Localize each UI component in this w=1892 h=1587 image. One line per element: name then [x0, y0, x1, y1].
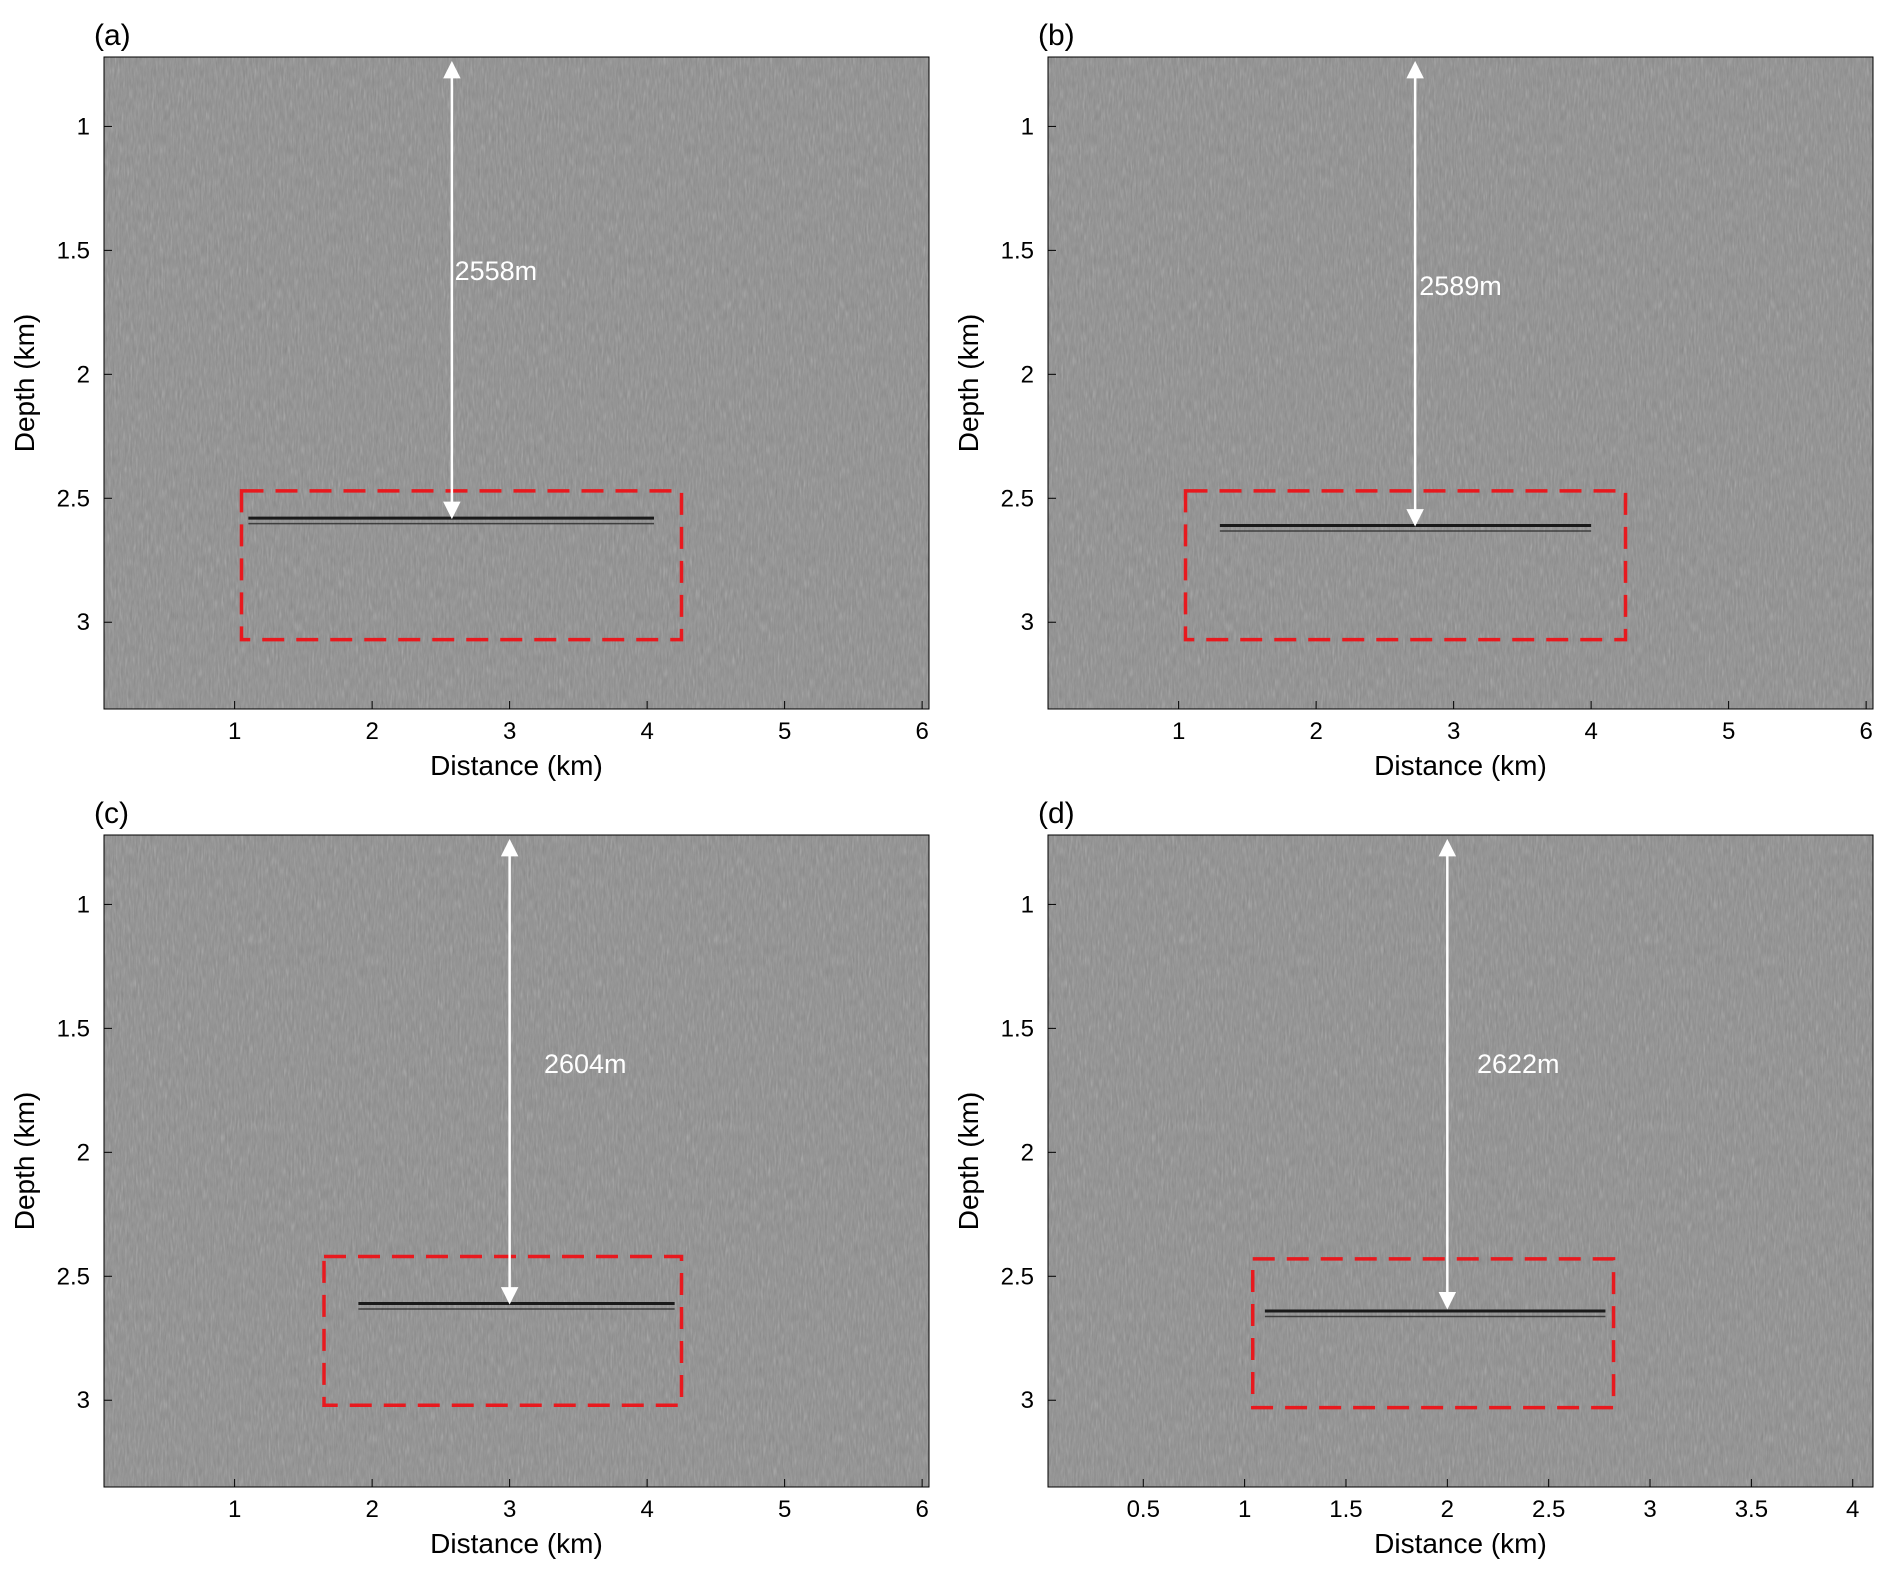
y-tick-label: 2: [77, 1139, 90, 1166]
x-tick-label: 2: [1309, 718, 1322, 745]
y-tick-label: 2: [77, 361, 90, 388]
y-tick-label: 2.5: [57, 1263, 90, 1290]
x-tick-label: 1: [228, 718, 241, 745]
panel-label: (a): [94, 19, 131, 52]
x-axis-label: Distance (km): [430, 750, 603, 781]
panel-1: (a) 2558m 1 2 3 4 5 6 1 1.5 2 2.5 3 Distance (km) Dept…: [9, 19, 930, 781]
x-tick-label: 1: [228, 1496, 241, 1523]
x-tick-label: 5: [1722, 718, 1735, 745]
depth-annotation: 2558m: [455, 256, 538, 286]
y-tick-label: 3: [77, 1387, 90, 1414]
dashed-box: [1183, 489, 1628, 642]
seismic-texture: [1048, 57, 1873, 709]
x-tick-label: 0.5: [1127, 1496, 1160, 1523]
dashed-box: [1250, 1257, 1616, 1410]
x-tick-label: 6: [915, 1496, 928, 1523]
depth-annotation: 2622m: [1477, 1049, 1560, 1079]
y-tick-label: 1.5: [1001, 1015, 1034, 1042]
x-tick-label: 1.5: [1329, 1496, 1362, 1523]
y-axis-label: Depth (km): [953, 314, 984, 452]
x-tick-label: 1: [1172, 718, 1185, 745]
x-tick-label: 3: [1447, 718, 1460, 745]
x-tick-label: 5: [778, 1496, 791, 1523]
x-tick-label: 4: [640, 718, 653, 745]
x-axis-label: Distance (km): [1374, 750, 1547, 781]
x-tick-label: 2: [1441, 1496, 1454, 1523]
x-tick-label: 3: [503, 718, 516, 745]
y-tick-label: 2.5: [1001, 485, 1034, 512]
y-tick-label: 2: [1021, 1139, 1034, 1166]
panel-label: (d): [1038, 797, 1075, 830]
y-tick-label: 1: [77, 113, 90, 140]
x-tick-label: 6: [915, 718, 928, 745]
axes-frame: [1047, 56, 1874, 710]
depth-annotation: 2589m: [1419, 271, 1502, 301]
x-tick-label: 4: [1584, 718, 1597, 745]
y-tick-label: 1.5: [1001, 237, 1034, 264]
y-axis-label: Depth (km): [9, 1092, 40, 1230]
y-tick-label: 1: [1021, 891, 1034, 918]
x-tick-label: 1: [1238, 1496, 1251, 1523]
y-tick-label: 3: [1021, 609, 1034, 636]
x-tick-label: 4: [1846, 1496, 1859, 1523]
x-tick-label: 3.5: [1735, 1496, 1768, 1523]
y-tick-label: 1: [77, 891, 90, 918]
x-tick-label: 6: [1859, 718, 1872, 745]
axes-frame: [103, 834, 930, 1488]
panel-label: (c): [94, 797, 129, 830]
dashed-box: [239, 489, 684, 642]
y-tick-label: 1.5: [57, 237, 90, 264]
y-tick-label: 2.5: [1001, 1263, 1034, 1290]
y-tick-label: 3: [1021, 1387, 1034, 1414]
x-tick-label: 2: [365, 718, 378, 745]
seismic-texture: [1048, 835, 1873, 1487]
axes-frame: [1047, 834, 1874, 1488]
panel-2: (b) 2589m 1 2 3 4 5 6 1 1.5 2 2.5 3 Distance (km) Dept…: [953, 19, 1874, 781]
x-tick-label: 5: [778, 718, 791, 745]
x-tick-label: 2: [365, 1496, 378, 1523]
seismic-texture: [104, 57, 929, 709]
panel-3: (c) 2604m 1 2 3 4 5 6 1 1.5 2 2.5 3 Distance (km) Dept…: [9, 797, 930, 1559]
x-tick-label: 4: [640, 1496, 653, 1523]
y-tick-label: 2: [1021, 361, 1034, 388]
axes-frame: [103, 56, 930, 710]
y-tick-label: 1.5: [57, 1015, 90, 1042]
x-tick-label: 2.5: [1532, 1496, 1565, 1523]
y-tick-label: 1: [1021, 113, 1034, 140]
y-axis-label: Depth (km): [953, 1092, 984, 1230]
y-tick-label: 2.5: [57, 485, 90, 512]
panel-4: (d) 2622m 0.5 1 1.5 2 2.5 3 3.5 4 1 1.5 2 2.5 3 Distanc…: [953, 797, 1874, 1559]
y-axis-label: Depth (km): [9, 314, 40, 452]
seismic-texture: [104, 835, 929, 1487]
y-tick-label: 3: [77, 609, 90, 636]
x-axis-label: Distance (km): [1374, 1528, 1547, 1559]
x-tick-label: 3: [1643, 1496, 1656, 1523]
depth-annotation: 2604m: [544, 1049, 627, 1079]
panel-label: (b): [1038, 19, 1075, 52]
x-axis-label: Distance (km): [430, 1528, 603, 1559]
x-tick-label: 3: [503, 1496, 516, 1523]
